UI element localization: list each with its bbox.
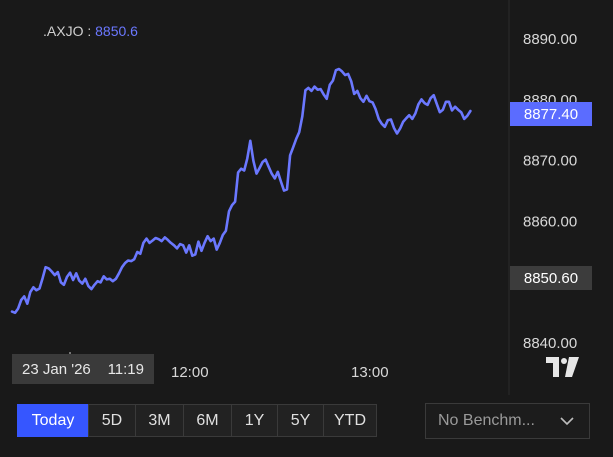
crosshair-date: 23 Jan '26 bbox=[22, 360, 91, 378]
range-ytd-button[interactable]: YTD bbox=[323, 404, 377, 437]
price-series-line bbox=[10, 67, 472, 315]
tradingview-logo-icon[interactable] bbox=[546, 357, 580, 382]
benchmark-select[interactable]: No Benchm... bbox=[425, 403, 590, 439]
time-tick-12: 12:00 bbox=[171, 364, 209, 381]
time-tick-13: 13:00 bbox=[351, 364, 389, 381]
open-price-badge: 8850.60 bbox=[510, 266, 592, 290]
symbol-name: .AXJO : bbox=[43, 23, 92, 39]
crosshair-time: 11:19 bbox=[107, 360, 144, 378]
benchmark-label: No Benchm... bbox=[438, 412, 535, 429]
range-6m-button[interactable]: 6M bbox=[183, 404, 232, 437]
range-selector: Today 5D 3M 6M 1Y 5Y YTD bbox=[17, 404, 377, 437]
current-price-badge: 8877.40 bbox=[510, 102, 592, 126]
chart-canvas[interactable]: 8890.008880.008870.008860.008850.008840.… bbox=[0, 0, 613, 395]
y-tick-label: 8860.00 bbox=[523, 213, 577, 230]
range-today-button[interactable]: Today bbox=[17, 404, 89, 437]
range-5y-button[interactable]: 5Y bbox=[277, 404, 324, 437]
range-3m-button[interactable]: 3M bbox=[135, 404, 184, 437]
y-tick-label: 8870.00 bbox=[523, 153, 577, 170]
range-1y-button[interactable]: 1Y bbox=[231, 404, 278, 437]
symbol-legend: .AXJO : 8850.6 bbox=[43, 23, 138, 39]
crosshair-time-badge: 23 Jan '26 11:19 bbox=[12, 354, 154, 384]
symbol-value: 8850.6 bbox=[95, 23, 138, 39]
price-chart[interactable]: 8890.008880.008870.008860.008850.008840.… bbox=[0, 0, 613, 395]
chevron-down-icon bbox=[560, 417, 574, 426]
y-tick-label: 8890.00 bbox=[523, 31, 577, 48]
range-5d-button[interactable]: 5D bbox=[88, 404, 136, 437]
y-tick-label: 8840.00 bbox=[523, 335, 577, 352]
y-axis: 8890.008880.008870.008860.008850.008840.… bbox=[523, 31, 577, 352]
